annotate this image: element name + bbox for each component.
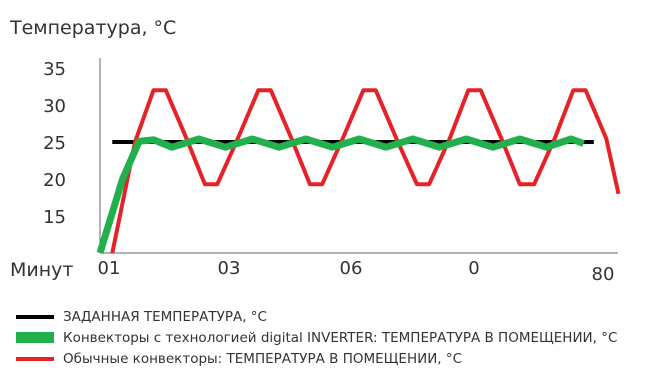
legend-swatch-conventional [16, 357, 54, 361]
x-tick-label: 03 [218, 258, 241, 279]
x-axis-label: Минут [10, 259, 73, 281]
y-tick-label: 30 [43, 96, 66, 117]
x-axis: Минут 01 03 06 0 80 [10, 252, 618, 285]
legend-swatch-setpoint [16, 315, 54, 319]
x-tick-label: 0 [468, 258, 479, 279]
x-tick-label: 01 [98, 258, 121, 279]
legend-swatch-inverter [16, 332, 54, 343]
legend-label-setpoint: ЗАДАННАЯ ТЕМПЕРАТУРА, °C [63, 309, 267, 325]
x-tick-label: 06 [340, 258, 363, 279]
y-tick-label: 25 [43, 133, 66, 154]
x-tick-label: 80 [592, 264, 615, 285]
y-axis: 15 20 25 30 35 [43, 58, 101, 253]
y-tick-label: 35 [43, 59, 66, 80]
series-layer [96, 88, 621, 255]
legend-label-inverter: Конвекторы с технологией digital INVERTE… [63, 330, 618, 346]
conventional-line [110, 88, 621, 254]
y-tick-label: 20 [43, 170, 66, 191]
chart-title: Температура, °C [9, 17, 176, 39]
temperature-chart: Температура, °C 15 20 25 30 35 Минут 01 03 06 0 8… [9, 17, 621, 285]
y-tick-label: 15 [43, 207, 66, 228]
legend-label-conventional: Обычные конвекторы: ТЕМПЕРАТУРА В ПОМЕЩЕ… [63, 351, 463, 367]
inverter-line [96, 135, 585, 255]
